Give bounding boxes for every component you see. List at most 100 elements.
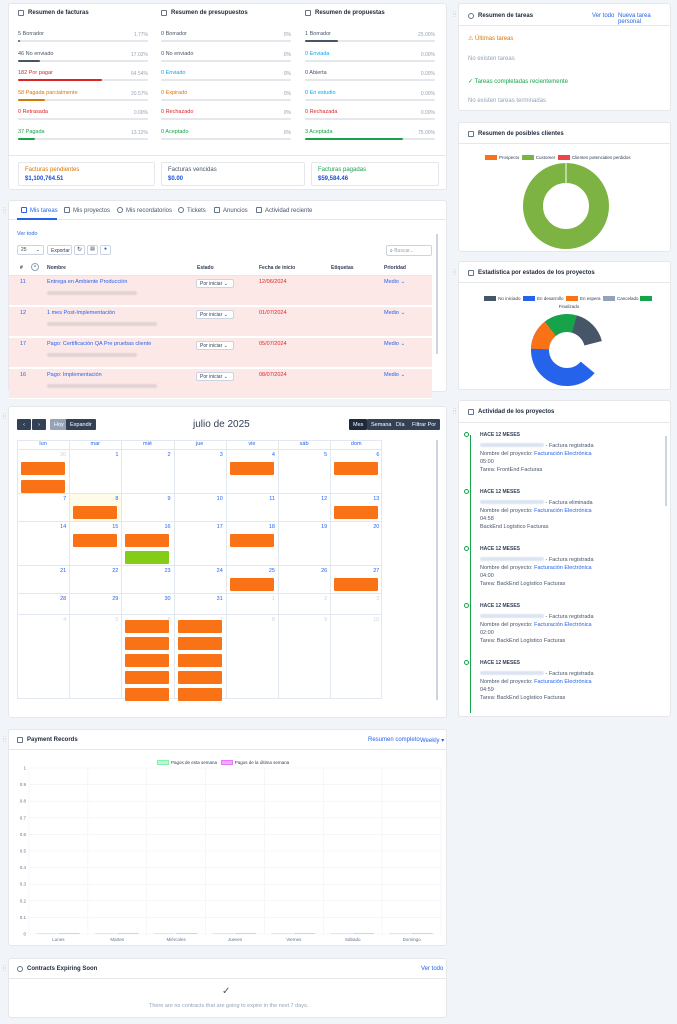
table-search[interactable]: ⌕ Buscar... bbox=[386, 245, 432, 256]
tab-announcements[interactable]: Anuncios bbox=[214, 207, 248, 214]
refresh-button[interactable]: ↻ bbox=[74, 245, 85, 255]
bulk-action-button[interactable]: ● bbox=[100, 245, 111, 255]
tasks-table-view-all[interactable]: Ver todo bbox=[17, 231, 38, 237]
calendar-event[interactable] bbox=[177, 654, 222, 667]
calendar-event[interactable] bbox=[73, 534, 118, 547]
day-number[interactable]: 1 bbox=[115, 452, 119, 458]
project-link[interactable]: Facturación Electrónica bbox=[534, 565, 592, 571]
col-tags[interactable]: Etiquetas bbox=[331, 265, 354, 271]
legend-cancelled[interactable]: Cancelado bbox=[603, 296, 639, 301]
payment-bar[interactable] bbox=[36, 933, 58, 934]
payment-bar[interactable] bbox=[293, 933, 316, 934]
payment-bar[interactable] bbox=[411, 933, 433, 934]
table-row[interactable]: 16 Pago: Implementación Por iniciar ⌄ 08… bbox=[9, 369, 432, 399]
payment-bar[interactable] bbox=[94, 933, 117, 934]
task-id[interactable]: 16 bbox=[20, 372, 27, 378]
proposals-status-label[interactable]: 3 Aceptada bbox=[305, 128, 333, 135]
task-id[interactable]: 12 bbox=[20, 310, 27, 316]
new-personal-task-link[interactable]: Nueva tarea personal bbox=[618, 13, 651, 25]
estimates-status-label[interactable]: 0 Borrador bbox=[161, 31, 187, 37]
proposals-status-label[interactable]: 1 Borrador bbox=[305, 31, 331, 37]
proposals-status-label[interactable]: 0 Enviada bbox=[305, 50, 330, 57]
payment-bar[interactable] bbox=[271, 933, 293, 934]
view-week-button[interactable]: Semana bbox=[367, 419, 396, 430]
priority-select[interactable]: Medio ⌄ bbox=[384, 310, 406, 316]
task-name-link[interactable]: Pago: Implementación bbox=[47, 372, 102, 378]
day-number[interactable]: 2 bbox=[167, 452, 171, 458]
calendar-event[interactable] bbox=[229, 578, 274, 591]
day-number[interactable]: 6 bbox=[167, 617, 171, 623]
estimates-status-label[interactable]: 0 No enviado bbox=[161, 50, 194, 57]
proposals-status-label[interactable]: 0 Abierta bbox=[305, 70, 327, 76]
day-number[interactable]: 10 bbox=[216, 496, 223, 502]
contracts-view-all[interactable]: Ver todo bbox=[421, 966, 444, 972]
tab-recent-activity[interactable]: Actividad reciente bbox=[256, 207, 312, 214]
invoices-status-label[interactable]: 37 Pagada bbox=[18, 128, 45, 135]
day-number[interactable]: 17 bbox=[216, 524, 223, 530]
expand-button[interactable]: Expandir bbox=[66, 419, 96, 430]
calendar-event[interactable] bbox=[125, 671, 170, 684]
project-link[interactable]: Facturación Electrónica bbox=[534, 622, 592, 628]
proposals-status-label[interactable]: 0 Rechazada bbox=[305, 109, 338, 115]
day-number[interactable]: 3 bbox=[219, 452, 223, 458]
legend-lost[interactable]: Clientes potenciales perdidos bbox=[557, 155, 631, 160]
calendar-event[interactable] bbox=[229, 462, 274, 475]
invoices-status-label[interactable]: 182 Por pagar bbox=[18, 70, 53, 76]
estimates-status-label[interactable]: 0 Enviado bbox=[161, 70, 186, 76]
tab-reminders[interactable]: Mis recordatorios bbox=[117, 207, 172, 214]
invoices-status-label[interactable]: 58 Pagada parcialmente bbox=[18, 89, 78, 96]
invoices-status-label[interactable]: 5 Borrador bbox=[18, 31, 44, 37]
estimates-status-label[interactable]: 0 Expirado bbox=[161, 89, 188, 96]
day-number[interactable]: 16 bbox=[164, 524, 171, 530]
calendar-event[interactable] bbox=[125, 534, 170, 547]
pending-invoices-box[interactable]: Facturas pendientes $1,100,764.51 bbox=[18, 162, 155, 186]
sort-icon[interactable]: ^ bbox=[31, 263, 39, 271]
day-number[interactable]: 3 bbox=[376, 596, 380, 602]
estimates-status-label[interactable]: 0 Rechazado bbox=[161, 109, 194, 115]
next-month-button[interactable]: › bbox=[32, 419, 46, 430]
day-number[interactable]: 1 bbox=[271, 596, 275, 602]
calendar-event[interactable] bbox=[21, 462, 65, 475]
task-name-link[interactable]: Pago: Certificación QA Pre pruebas clien… bbox=[47, 341, 152, 347]
task-id[interactable]: 17 bbox=[20, 341, 27, 347]
day-number[interactable]: 21 bbox=[60, 568, 67, 574]
day-number[interactable]: 6 bbox=[376, 452, 380, 458]
status-select[interactable]: Por iniciar ⌄ bbox=[196, 341, 234, 350]
day-number[interactable]: 2 bbox=[324, 596, 328, 602]
calendar-event[interactable] bbox=[125, 620, 170, 633]
invoices-status-label[interactable]: 0 Retrasada bbox=[18, 109, 48, 115]
day-number[interactable]: 12 bbox=[321, 496, 328, 502]
legend-last-week[interactable]: Pagos de la última semana bbox=[220, 760, 289, 765]
day-number[interactable]: 27 bbox=[373, 568, 380, 574]
calendar-event[interactable] bbox=[334, 462, 379, 475]
day-number[interactable]: 28 bbox=[60, 596, 67, 602]
day-number[interactable]: 23 bbox=[164, 568, 171, 574]
legend-finished[interactable]: Finalizado bbox=[559, 296, 654, 309]
calendar-event[interactable] bbox=[125, 551, 170, 564]
day-number[interactable]: 5 bbox=[115, 617, 119, 623]
tab-my-tasks[interactable]: Mis tareas bbox=[21, 207, 58, 214]
col-status[interactable]: Estado bbox=[197, 265, 214, 271]
payment-bar[interactable] bbox=[235, 933, 257, 934]
project-link[interactable]: Facturación Electrónica bbox=[534, 451, 592, 457]
col-name[interactable]: Nombre bbox=[47, 265, 66, 271]
day-number[interactable]: 25 bbox=[268, 568, 275, 574]
status-select[interactable]: Por iniciar ⌄ bbox=[196, 279, 234, 288]
col-id[interactable]: # bbox=[20, 265, 23, 271]
day-number[interactable]: 9 bbox=[324, 617, 328, 623]
table-row[interactable]: 12 1 mes Post-Implementación Por iniciar… bbox=[9, 307, 432, 337]
calendar-event[interactable] bbox=[73, 506, 118, 519]
table-row[interactable]: 17 Pago: Certificación QA Pre pruebas cl… bbox=[9, 338, 432, 368]
legend-in-progress[interactable]: En desarrollo bbox=[522, 296, 563, 301]
day-number[interactable]: 8 bbox=[115, 496, 119, 502]
calendar-event[interactable] bbox=[125, 688, 170, 701]
priority-select[interactable]: Medio ⌄ bbox=[384, 279, 406, 285]
day-number[interactable]: 4 bbox=[271, 452, 275, 458]
payment-bar[interactable] bbox=[153, 933, 175, 934]
calendar-event[interactable] bbox=[177, 637, 222, 650]
calendar-event[interactable] bbox=[177, 688, 222, 701]
task-id[interactable]: 11 bbox=[20, 279, 26, 285]
day-number[interactable]: 31 bbox=[216, 596, 223, 602]
tab-tickets[interactable]: Tickets bbox=[178, 207, 206, 214]
day-number[interactable]: 13 bbox=[373, 496, 380, 502]
